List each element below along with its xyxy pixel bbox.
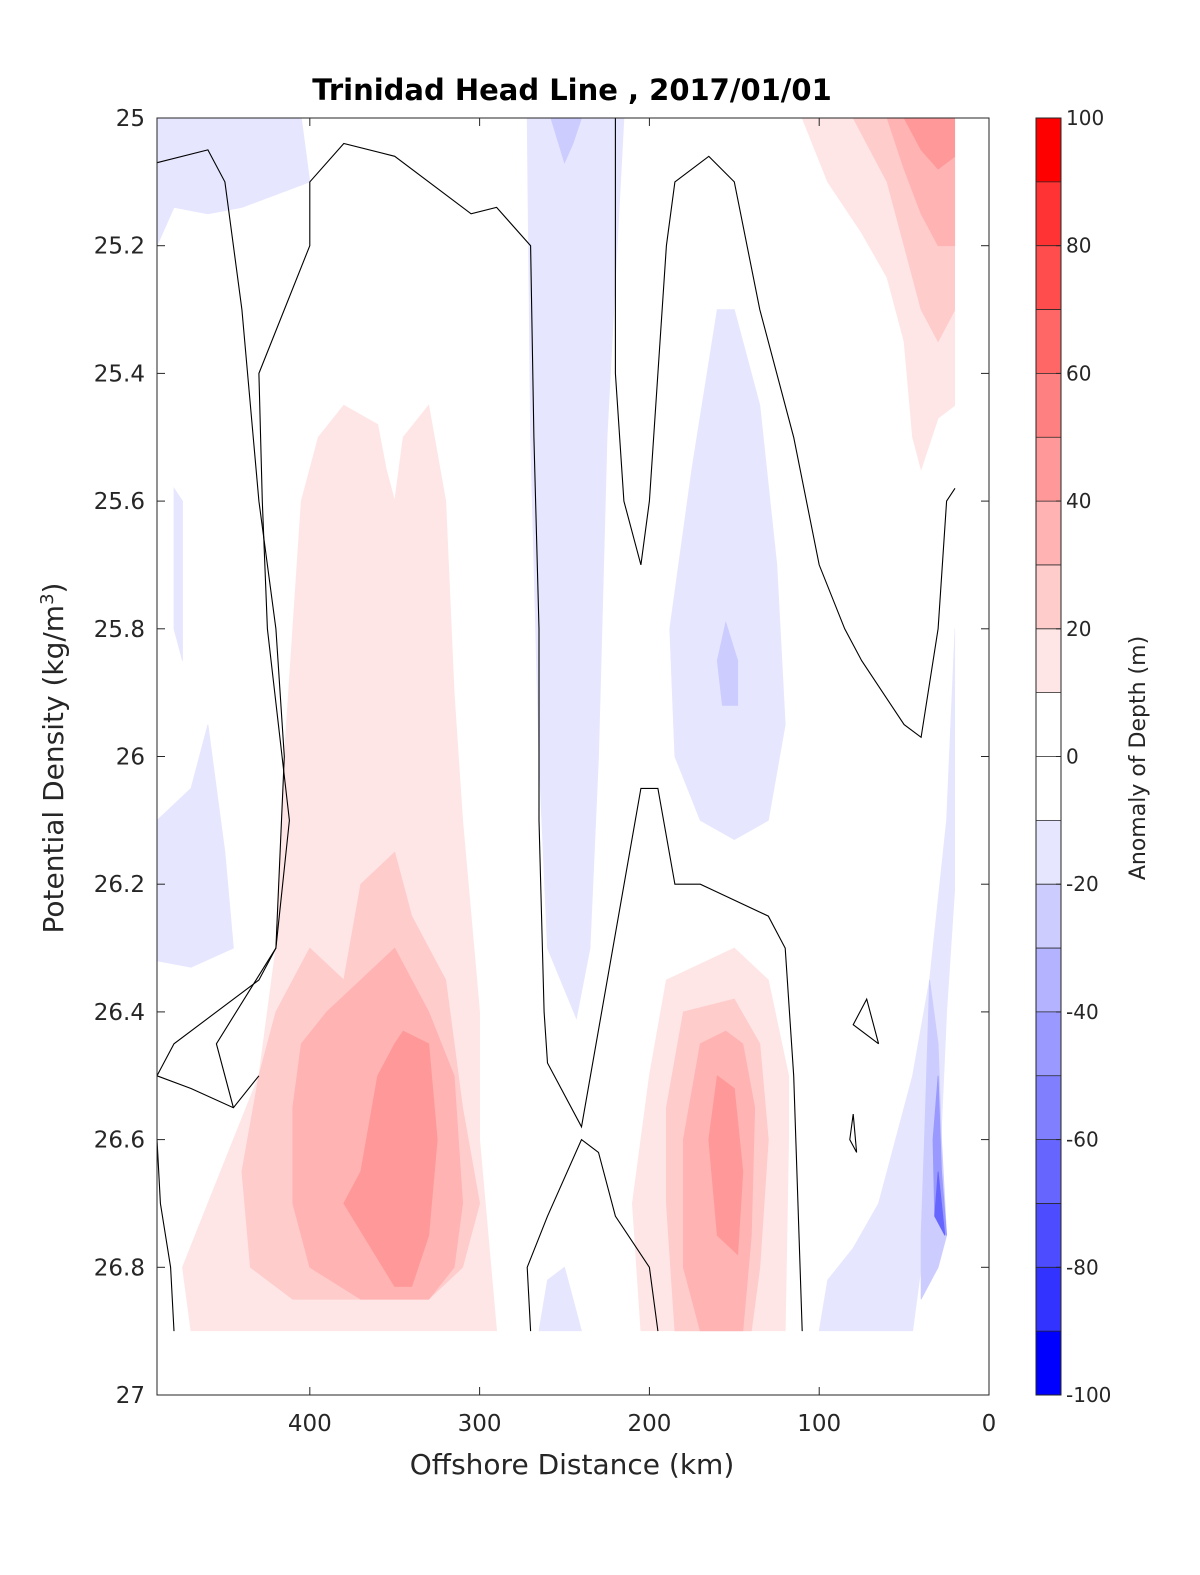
- y-tick-label: 26.2: [94, 872, 145, 898]
- contour-fill-region: [716, 620, 739, 706]
- contour-line: [156, 1075, 260, 1109]
- colorbar-tick-label: 20: [1066, 617, 1091, 641]
- y-tick-label: 25.6: [94, 489, 145, 515]
- colorbar-band: [1036, 948, 1061, 1012]
- y-tick-label: 27: [116, 1383, 145, 1409]
- contour-fill-region: [708, 1075, 744, 1256]
- contour-fill-region: [173, 486, 183, 661]
- colorbar-tick-label: -20: [1066, 872, 1099, 896]
- colorbar-tick-label: 80: [1066, 234, 1091, 258]
- colorbar-tick-label: 100: [1066, 106, 1104, 130]
- contour-line: [526, 1138, 659, 1332]
- colorbar-tick-label: -80: [1066, 1255, 1099, 1279]
- contour-fill-region: [669, 309, 786, 840]
- x-tick-label: 100: [797, 1411, 841, 1437]
- contour-fill-region: [157, 181, 310, 246]
- x-tick-label: 200: [627, 1411, 671, 1437]
- colorbar-band: [1036, 1331, 1061, 1395]
- colorbar-band: [1036, 437, 1061, 502]
- colorbar-band: [1036, 820, 1061, 885]
- contour-line: [156, 149, 285, 1077]
- colorbar-label: Anomaly of Depth (m): [1126, 636, 1151, 880]
- contour-fill-region: [157, 118, 311, 183]
- colorbar-band: [1036, 756, 1061, 821]
- x-tick-label: 300: [458, 1411, 502, 1437]
- contour-line: [614, 118, 956, 739]
- x-tick-label: 0: [982, 1411, 997, 1437]
- colorbar-tick-label: 60: [1066, 361, 1091, 385]
- contour-fill-region: [526, 118, 625, 1020]
- x-tick-label: 400: [288, 1411, 332, 1437]
- colorbar-band: [1036, 1139, 1061, 1204]
- colorbar-tick-label: -60: [1066, 1128, 1099, 1152]
- colorbar-tick-label: -100: [1066, 1383, 1111, 1407]
- contour-line: [215, 142, 803, 1332]
- colorbar-band: [1036, 564, 1061, 629]
- colorbar-band: [1036, 501, 1061, 565]
- colorbar-band: [1036, 118, 1061, 182]
- colorbar-band: [1036, 245, 1061, 310]
- axis-ticks: 400 300 200 100 0 25 25.2 25.4 25.6 25.8 26 26.2 26.…: [94, 106, 997, 1437]
- contour-line: [849, 1114, 858, 1153]
- colorbar-band: [1036, 628, 1061, 693]
- y-tick-label: 25.2: [94, 234, 145, 260]
- contour-fill-region: [157, 724, 234, 968]
- x-axis-label: Offshore Distance (km): [410, 1448, 735, 1481]
- y-tick-label: 25.8: [94, 617, 145, 643]
- colorbar-band: [1036, 373, 1061, 438]
- colorbar-tick-label: 40: [1066, 489, 1091, 513]
- contour-fill-region: [934, 1171, 946, 1236]
- plot-area: [156, 117, 990, 1396]
- contour-line: [852, 997, 880, 1045]
- y-axis-label-main: Potential Density (kg/m: [37, 605, 70, 934]
- y-axis-label-end: ): [37, 583, 70, 594]
- zero-contour-lines: [156, 118, 956, 1332]
- contour-fill-region: [903, 118, 956, 170]
- y-tick-label: 26.4: [94, 1000, 145, 1026]
- colorbar-band: [1036, 1075, 1061, 1140]
- colorbar-band: [1036, 1203, 1061, 1268]
- colorbar-band: [1036, 181, 1061, 246]
- chart-title: Trinidad Head Line , 2017/01/01: [312, 73, 832, 107]
- colorbar-tick-label: 0: [1066, 745, 1079, 769]
- contour-fill-region: [538, 1266, 582, 1332]
- y-tick-label: 25: [116, 106, 145, 132]
- contour-fill-region: [343, 1030, 438, 1287]
- y-tick-label: 26: [116, 745, 145, 771]
- y-axis-label-superscript: 3: [37, 593, 58, 604]
- contour-line: [156, 1139, 175, 1332]
- y-axis-label: Potential Density (kg/m3): [37, 583, 71, 934]
- colorbar-band: [1036, 1011, 1061, 1076]
- colorbar-band: [1036, 309, 1061, 374]
- contour-fill-region: [550, 118, 582, 164]
- y-tick-label: 26.8: [94, 1255, 145, 1281]
- colorbar-tick-label: -40: [1066, 1000, 1099, 1024]
- y-tick-label: 25.4: [94, 361, 145, 387]
- colorbar-band: [1036, 884, 1061, 949]
- colorbar-band: [1036, 692, 1061, 757]
- contour-fill-region: [818, 628, 956, 1332]
- colorbar-band: [1036, 1267, 1061, 1332]
- colorbar: 100 80 60 40 20 0 -20 -40 -60 -80 -100: [1035, 106, 1111, 1407]
- filled-contours: [157, 118, 956, 1332]
- y-tick-label: 26.6: [94, 1128, 145, 1154]
